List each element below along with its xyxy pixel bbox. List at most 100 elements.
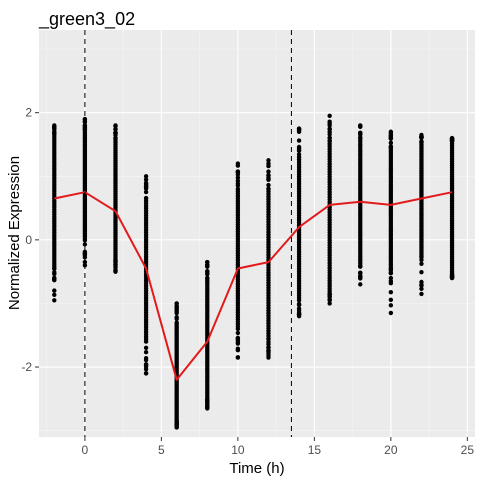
data-point [52, 288, 57, 293]
data-point [419, 142, 424, 147]
data-point [266, 345, 271, 350]
data-point [266, 348, 271, 354]
data-point [235, 169, 241, 174]
data-point [113, 135, 118, 141]
data-point [266, 353, 271, 358]
data-point [113, 268, 118, 273]
data-point [174, 422, 179, 428]
chart-title: _green3_02 [38, 9, 135, 30]
y-axis-title: Normalized Expression [6, 156, 23, 310]
data-point [235, 175, 241, 180]
data-point [235, 186, 241, 192]
data-point [266, 339, 271, 344]
x-tick-label: 5 [158, 443, 165, 457]
data-point [174, 307, 179, 312]
data-point [113, 127, 118, 132]
y-tick-label: 2 [25, 106, 32, 120]
data-point [388, 275, 394, 281]
data-point [205, 259, 210, 265]
data-point [419, 291, 424, 297]
data-point [327, 292, 332, 297]
mean-line [54, 191, 453, 381]
data-point [419, 269, 424, 275]
data-point [419, 286, 424, 292]
data-point [174, 320, 179, 325]
data-point [358, 135, 363, 141]
x-tick-label: 20 [384, 443, 398, 457]
grid-minor [39, 30, 475, 437]
data-point [327, 129, 332, 135]
data-point [419, 254, 424, 259]
y-tick-label: -2 [21, 360, 32, 374]
data-point [296, 302, 302, 308]
data-point [266, 186, 271, 192]
y-tick-label: 0 [25, 233, 32, 247]
data-points [52, 113, 455, 430]
data-point [143, 189, 149, 195]
data-point [419, 261, 424, 266]
data-point [388, 145, 394, 150]
data-point [296, 154, 302, 160]
x-tick-label: 25 [461, 443, 475, 457]
data-point [52, 132, 57, 138]
data-point [143, 177, 149, 182]
data-point [388, 135, 394, 140]
data-point [82, 242, 88, 247]
data-point [205, 403, 210, 408]
data-point [388, 310, 394, 316]
data-point [449, 273, 455, 279]
data-point [205, 275, 210, 281]
data-point [143, 355, 149, 361]
data-point [327, 297, 332, 302]
data-point [449, 139, 455, 144]
data-point [143, 196, 149, 201]
data-point [113, 123, 118, 129]
data-point [327, 301, 332, 306]
data-point [143, 174, 149, 179]
data-point [235, 330, 241, 336]
data-point [388, 297, 394, 303]
data-point [174, 303, 179, 309]
x-axis: 0 5 10 15 20 25 [82, 437, 475, 457]
data-point [327, 113, 332, 119]
data-point [327, 123, 332, 128]
data-point [235, 336, 241, 341]
data-point [82, 123, 88, 129]
x-tick-label: 15 [308, 443, 322, 457]
data-point [327, 135, 332, 141]
data-point [358, 274, 363, 279]
x-axis-title: Time (h) [229, 460, 284, 477]
data-point [358, 131, 363, 136]
data-point [113, 130, 118, 135]
data-point [419, 282, 424, 287]
data-point [143, 184, 149, 190]
data-point [235, 178, 241, 184]
data-point [388, 290, 394, 295]
data-point [388, 280, 394, 286]
x-tick-label: 0 [82, 443, 89, 457]
data-point [358, 123, 363, 128]
data-point [143, 371, 149, 376]
data-point [52, 292, 57, 297]
data-point [235, 348, 241, 353]
data-point [266, 175, 271, 181]
x-tick-label: 10 [231, 443, 245, 457]
data-point [358, 270, 363, 275]
data-point [235, 341, 241, 346]
data-point [296, 144, 302, 150]
data-point [143, 345, 149, 351]
data-point [266, 182, 271, 188]
y-axis: -2 0 2 [21, 106, 39, 374]
data-point [358, 282, 363, 287]
mean-line-layer [54, 191, 453, 381]
data-point [205, 270, 210, 276]
data-point [52, 298, 57, 303]
data-point [143, 181, 149, 186]
data-point [235, 355, 241, 360]
data-point [113, 261, 118, 267]
vertical-reference-lines [84, 30, 292, 437]
data-point [143, 350, 149, 355]
data-point [174, 316, 179, 322]
data-point [296, 147, 302, 153]
